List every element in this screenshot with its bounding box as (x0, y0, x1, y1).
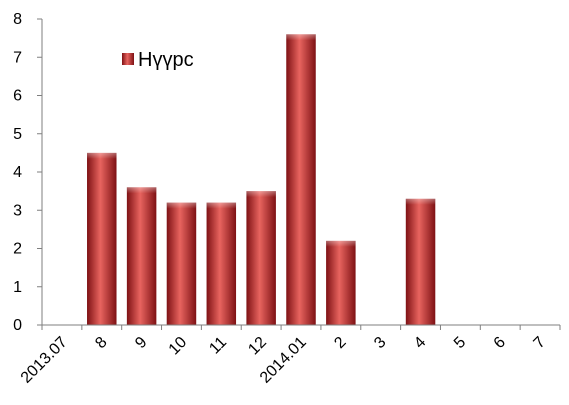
bar-10 (166, 202, 197, 325)
bar-highlight (405, 198, 436, 205)
bar (405, 198, 436, 325)
x-tick-label: 7 (531, 334, 549, 352)
bar-highlight (166, 202, 197, 209)
bar-highlight (206, 202, 237, 209)
y-tick-labels: 0 1 2 3 4 5 6 7 8 (13, 11, 22, 334)
x-tick-label: 8 (92, 334, 110, 352)
x-tick-label: 6 (491, 334, 509, 352)
bar-highlight (326, 240, 356, 247)
bar (326, 240, 356, 325)
bar-12 (246, 191, 276, 326)
y-tick-label: 2 (13, 241, 22, 258)
bar (126, 187, 157, 325)
y-tick-label: 3 (13, 202, 22, 219)
y-tick-label: 0 (13, 317, 22, 334)
x-tick-label: 11 (206, 334, 230, 358)
bar-4 (405, 198, 436, 325)
bar (246, 191, 276, 326)
x-tick-label: 10 (166, 334, 191, 359)
x-tick-label: 2013.07 (18, 334, 71, 387)
bar-highlight (126, 187, 157, 194)
y-tick-label: 6 (13, 88, 22, 105)
bar-8 (87, 152, 117, 326)
x-tick-label: 4 (411, 334, 429, 352)
legend-label: Нүүрс (138, 49, 194, 71)
x-tick-label: 3 (371, 334, 389, 352)
bar-highlight (87, 152, 117, 159)
y-tick-label: 8 (13, 11, 22, 28)
y-tick-label: 5 (13, 126, 22, 143)
x-tick-label: 9 (132, 334, 150, 352)
x-tick-label: 5 (451, 334, 469, 352)
x-tick-label: 2 (331, 334, 349, 352)
bar-highlight (246, 191, 276, 198)
bar-2 (326, 240, 356, 325)
bar-9 (126, 187, 157, 325)
y-tick-label: 1 (13, 279, 22, 296)
bar-highlight (286, 34, 316, 41)
y-tick-label: 4 (13, 164, 22, 181)
bar (286, 34, 316, 326)
x-tick-label: 12 (245, 334, 270, 359)
bar (206, 202, 237, 325)
y-tick-label: 7 (13, 49, 22, 66)
bar-2014.01 (286, 34, 316, 326)
legend-swatch (122, 53, 134, 65)
bar (166, 202, 197, 325)
bar (87, 152, 117, 326)
bars-layer (87, 34, 436, 326)
legend: Нүүрс (122, 49, 194, 71)
bar-11 (206, 202, 237, 325)
axes-layer (37, 18, 561, 330)
